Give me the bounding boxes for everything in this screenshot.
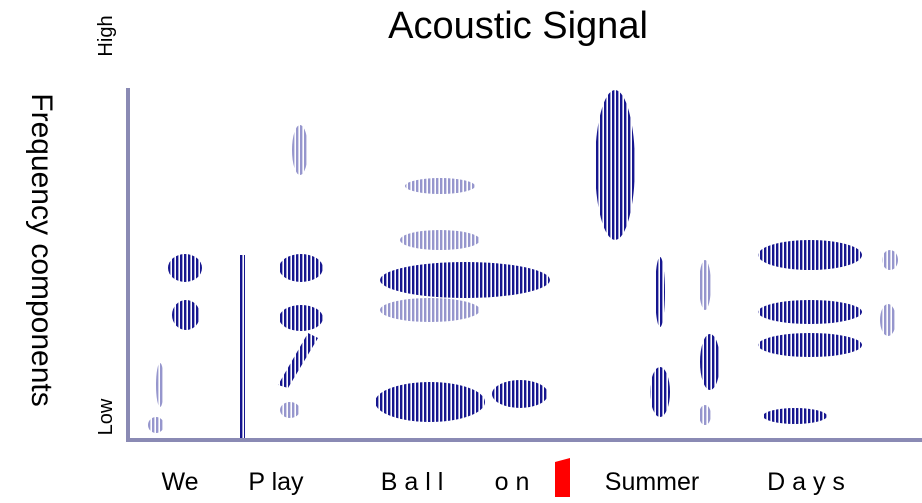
spectral-energy	[650, 367, 670, 417]
word: D a y s	[767, 468, 845, 496]
spectral-energy	[758, 240, 862, 270]
spectral-energy	[278, 333, 318, 388]
spectral-energy	[380, 298, 480, 322]
word: We	[161, 468, 198, 496]
spectral-energy	[595, 90, 635, 240]
spectral-energy	[699, 260, 711, 310]
spectral-energy	[375, 382, 485, 422]
spectral-energy	[763, 408, 827, 424]
spectrogram	[148, 90, 898, 440]
spectral-energy	[168, 254, 202, 282]
spectral-energy	[279, 254, 323, 282]
spectral-energy	[655, 257, 665, 327]
spectral-energy	[758, 300, 862, 324]
spectral-energy	[880, 304, 896, 336]
spectral-energy	[156, 363, 164, 407]
boundary-marker	[555, 458, 570, 497]
spectral-energy	[240, 255, 245, 440]
spectral-energy	[699, 405, 711, 425]
title: Acoustic Signal	[388, 5, 648, 47]
spectral-energy	[380, 262, 550, 298]
word: o n	[495, 468, 530, 496]
spectral-energy	[279, 305, 323, 331]
high-label: High	[95, 15, 117, 56]
y-axis-label: Frequency components	[25, 93, 58, 407]
spectral-energy	[292, 125, 308, 175]
word: B a l l	[381, 468, 444, 496]
spectral-energy	[400, 230, 480, 250]
word: Summer	[605, 468, 699, 496]
spectral-energy	[405, 178, 475, 194]
spectral-energy	[148, 417, 164, 433]
word: P lay	[248, 468, 304, 496]
spectral-energy	[700, 334, 720, 390]
low-label: Low	[95, 398, 117, 435]
spectral-energy	[280, 402, 300, 418]
spectrogram-figure: Acoustic Signal Frequency components Hig…	[0, 0, 922, 503]
spectral-energy	[492, 380, 548, 408]
page: Acoustic Signal Frequency components Hig…	[0, 0, 922, 503]
spectral-energy	[882, 250, 898, 270]
word-labels: We P lay B a l l o n Summer D a y s	[161, 468, 844, 496]
spectral-energy	[758, 333, 862, 357]
spectral-energy	[172, 300, 200, 330]
